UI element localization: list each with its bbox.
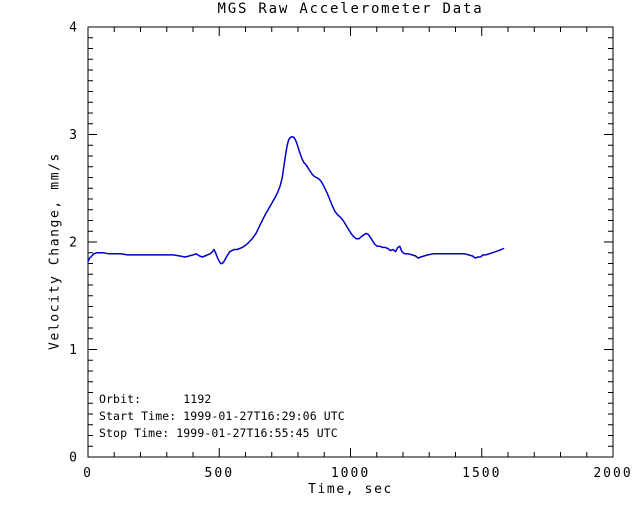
data-line	[87, 135, 505, 265]
y-tick-label: 0	[69, 451, 79, 466]
annotation-stop-time: Stop Time: 1999-01-27T16:55:45 UTC	[99, 426, 338, 440]
x-tick-label: 500	[205, 466, 234, 481]
chart-title: MGS Raw Accelerometer Data	[217, 1, 484, 17]
y-axis-label: Velocity Change, mm/s	[47, 152, 63, 350]
y-tick-label: 3	[69, 128, 79, 143]
axis-ticks	[87, 26, 614, 458]
annotation-orbit: Orbit: 1192	[99, 392, 212, 406]
x-tick-label: 1000	[331, 466, 370, 481]
annotation-start-time: Start Time: 1999-01-27T16:29:06 UTC	[99, 409, 345, 423]
annotation-block: Orbit: 1192 Start Time: 1999-01-27T16:29…	[99, 391, 345, 442]
y-tick-label: 4	[69, 21, 79, 36]
y-tick-label: 1	[69, 343, 79, 358]
x-axis-label: Time, sec	[308, 482, 393, 497]
y-tick-label: 2	[69, 236, 79, 251]
x-tick-label: 0	[83, 466, 93, 481]
x-tick-label: 1500	[462, 466, 501, 481]
x-tick-label: 2000	[593, 466, 632, 481]
